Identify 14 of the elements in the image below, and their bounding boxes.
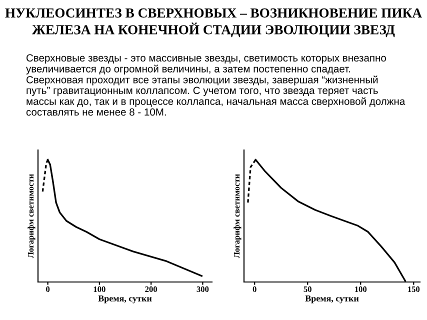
y-axis-title: Логарифм светимости (234, 174, 242, 258)
y-axis-title: Логарифм светимости (28, 174, 36, 258)
x-tick-label: 100 (94, 286, 106, 292)
x-tick-label: 150 (408, 286, 420, 292)
x-axis-title: Время, сутки (98, 295, 152, 304)
x-tick-label: 200 (145, 286, 158, 292)
x-axis-title: Время, сутки (305, 295, 359, 304)
x-tick-label: 0 (252, 286, 256, 292)
x-tick-label: 50 (304, 286, 312, 292)
chart-title: НУКЛЕОСИНТЕЗ В СВЕРХНОВЫХ – ВОЗНИКНОВЕНИЕ ПИКА ЖЕЛЕЗА НА КОНЕЧНОЙ СТАДИИ ЭВОЛЮЦИИ ЗВЕЗД (5, 8, 422, 38)
x-tick-label: 300 (196, 286, 209, 292)
text: Сверхновые звезды - это массивные звезды, светимость которых внезапно увеличивается до огромной величины, а затем постепенно спадает. Сверхновая проходит все этапы эволюции звезды, завершая “жизненный путь” гравитационным коллапсом. С учетом того, что звезда теряет часть массы как до, так и в процессе коллапса, начальная масса сверхновой должна составлять не менее 8 - 10M. (26, 54, 406, 116)
x-tick-label: 0 (46, 286, 50, 292)
x-tick-label: 100 (355, 286, 367, 292)
